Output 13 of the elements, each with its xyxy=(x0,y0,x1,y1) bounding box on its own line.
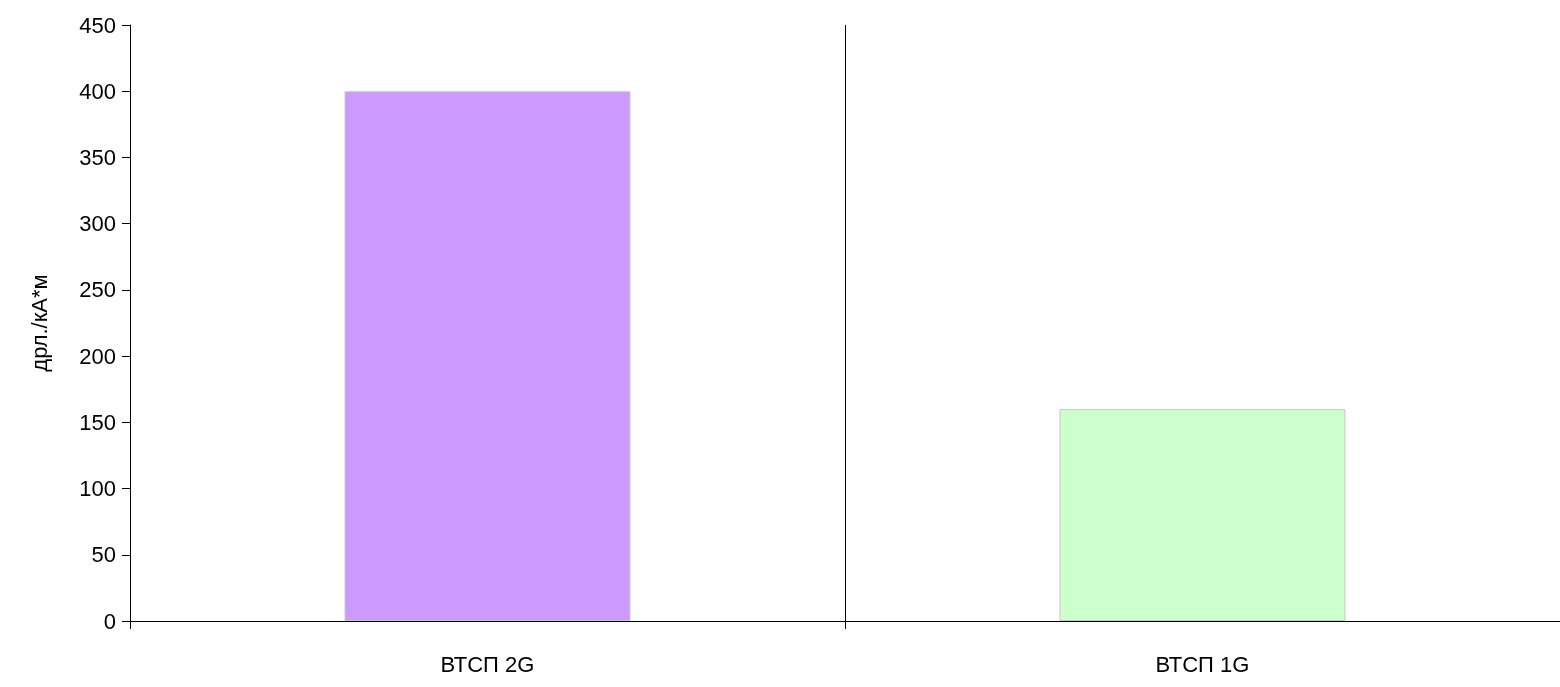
y-tick-label: 400 xyxy=(79,78,116,104)
y-tick-label: 150 xyxy=(79,409,116,435)
y-tick-label: 100 xyxy=(79,476,116,502)
y-tick-label: 200 xyxy=(79,343,116,369)
y-axis-title: дрл./кА*м xyxy=(26,274,52,372)
y-tick-label: 450 xyxy=(79,12,116,38)
x-tick-label: ВТСП 2G xyxy=(440,651,535,677)
y-tick-label: 250 xyxy=(79,277,116,303)
y-tick-label: 350 xyxy=(79,144,116,170)
y-tick-label: 50 xyxy=(91,542,116,568)
x-tick-label: ВТСП 1G xyxy=(1155,651,1250,677)
y-tick-label: 0 xyxy=(103,608,116,634)
y-tick-label: 300 xyxy=(79,211,116,237)
